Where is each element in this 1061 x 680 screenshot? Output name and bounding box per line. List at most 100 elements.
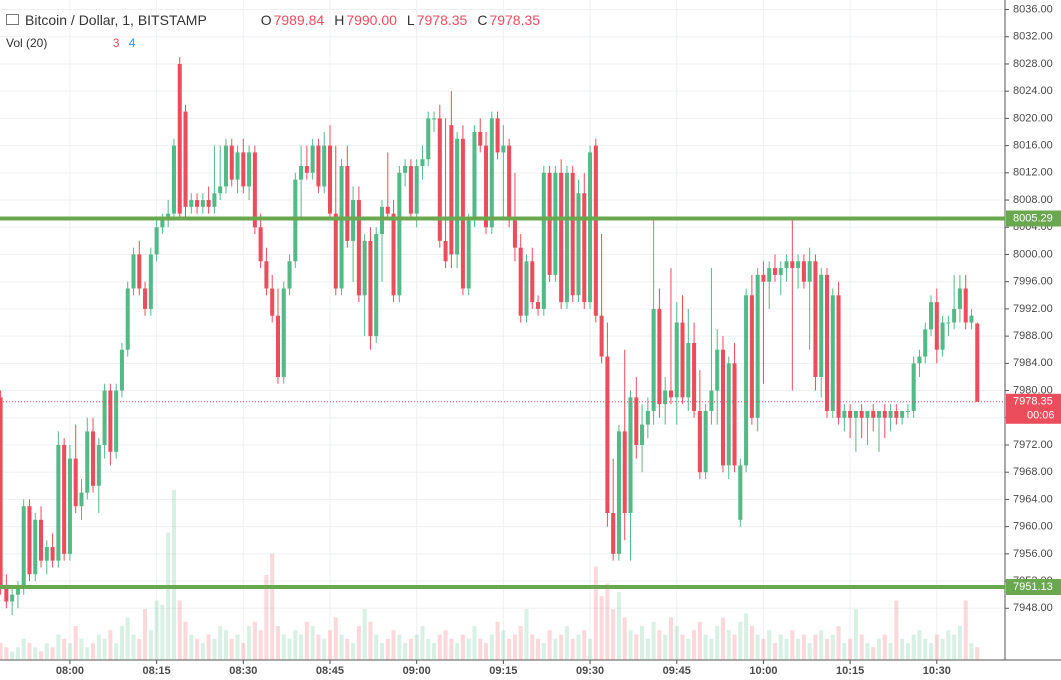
collapse-icon[interactable] [6,14,19,25]
volume-bar [686,638,691,660]
volume-bar [143,609,148,660]
candle-body [512,220,517,248]
candle-body [15,587,20,595]
volume-bar [801,634,806,660]
candle-body [900,410,905,418]
volume-bar [576,634,581,660]
volume-bar [813,634,818,660]
candle-body [443,240,448,262]
volume-bar [212,638,217,660]
candle-body [356,200,361,296]
candle-body [836,295,841,418]
volume-bar [426,638,431,660]
volume-bar [44,643,49,660]
y-tick-label: 7992.00 [1013,303,1053,315]
volume-bar [125,617,130,660]
candle-body [171,145,176,214]
candle-body [241,152,246,187]
volume-bar [339,634,344,660]
candle-body [940,322,945,350]
volume-bar [437,634,442,660]
volume-bar [593,566,598,660]
volume-bar [56,634,61,660]
volume-bar [507,638,512,660]
candle-body [819,274,824,377]
candle-body [108,390,113,452]
candle-body [218,186,223,194]
candle-body [784,261,789,269]
volume-bar [391,630,396,660]
volume-bar [917,630,922,660]
volume-bar [512,634,517,660]
volume-bar [934,634,939,660]
y-tick-label: 8032.00 [1013,31,1053,43]
volume-bar [466,638,471,660]
candle-body [842,410,847,418]
candle-body [50,547,55,561]
volume-bar [605,583,610,660]
volume-bar [154,600,159,660]
volume-bar [778,634,783,660]
candle-body [726,363,731,466]
candle-body [923,329,928,357]
x-tick-label: 08:45 [316,665,344,677]
volume-bar [842,643,847,660]
volume-bar [564,626,569,660]
volume-bar [536,638,541,660]
candle-body [663,390,668,405]
x-tick-label: 10:00 [749,665,777,677]
candle-body [27,506,32,575]
last-price-tag [1006,393,1061,424]
y-tick-label: 8000.00 [1013,248,1053,260]
candle-body [703,410,708,473]
volume-bar [923,638,928,660]
candle-body [929,302,934,330]
candle-body [553,172,558,275]
ohlc-key: H [334,12,345,28]
candle-body [62,444,67,554]
volume-bar [102,638,107,660]
candle-body [530,261,535,303]
volume-bar [484,643,489,660]
x-tick-label: 09:30 [576,665,604,677]
volume-bar [235,634,240,660]
candle-body [640,424,645,445]
candle-body [570,172,575,296]
volume-bar [622,617,627,660]
volume-bar [247,626,252,660]
volume-bar [836,626,841,660]
candle-body [299,166,304,180]
candle-body [472,132,477,221]
candle-body [368,240,373,337]
candle-body [767,268,772,282]
level-tag [1006,210,1061,227]
volume-bar [738,621,743,660]
candle-body [478,132,483,146]
level-tag [1006,578,1061,595]
volume-bar [189,634,194,660]
volume-bar [403,643,408,660]
header: Bitcoin / Dollar, 1, BITSTAMP O 7989.84 H 7… [6,12,552,28]
ohlc-value: 7978.35 [416,12,468,28]
volume-bar [853,609,858,660]
volume-bar [952,634,957,660]
candle-body [96,444,101,486]
candle-body [605,356,610,514]
volume-bar [27,643,32,660]
volume-bar [668,617,673,660]
candle-body [79,492,84,507]
candle-body [414,166,419,214]
volume-bar [287,638,292,660]
volume-bar [876,638,882,660]
candle-body [876,410,882,418]
volume-bar [333,617,338,660]
volume-bar [645,638,650,660]
candle-body [813,261,818,377]
candle-body [894,410,899,418]
candle-body [738,465,743,520]
candle-body [697,410,702,473]
ohlc-key: L [406,12,415,28]
volume-bar [299,634,304,660]
candle-body [102,390,107,445]
candle-body [715,349,720,391]
